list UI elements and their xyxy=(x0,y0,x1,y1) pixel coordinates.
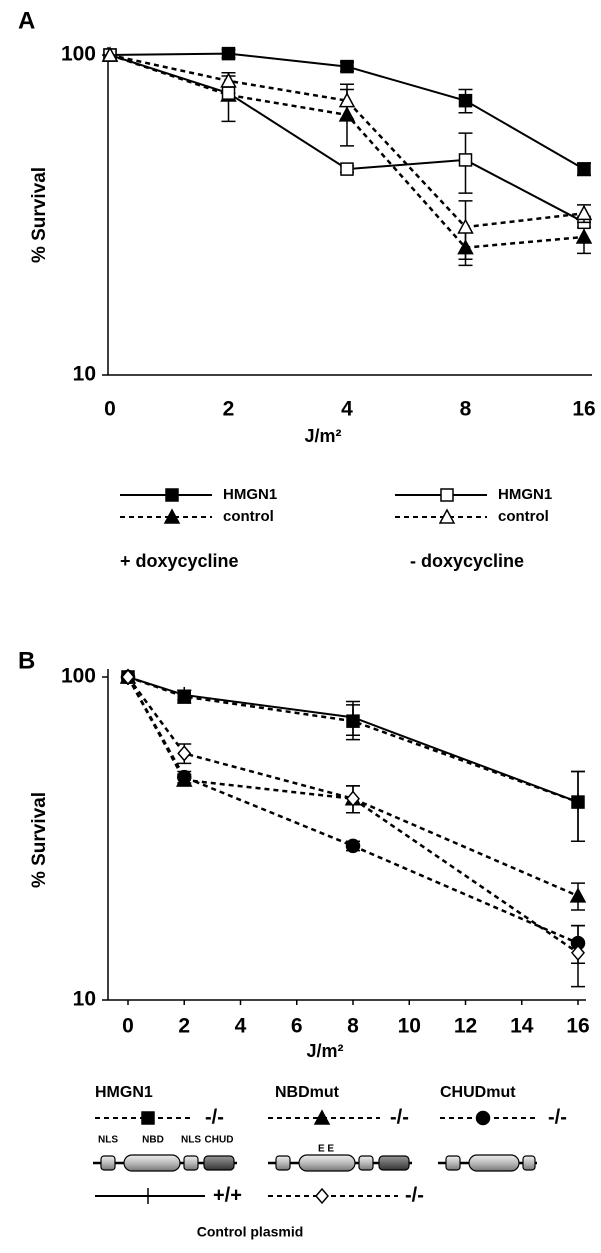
legend-group: + doxycycline xyxy=(120,551,239,571)
legend-symbol xyxy=(163,508,181,524)
x-tick-label: 0 xyxy=(122,1015,134,1038)
y-axis-label: % Survival xyxy=(29,792,50,888)
legend-symbol xyxy=(440,488,454,502)
x-tick-label: 2 xyxy=(223,398,235,421)
x-tick-label: 14 xyxy=(510,1015,534,1038)
domain-label: NBD xyxy=(142,1135,164,1146)
panel-label: A xyxy=(18,7,35,34)
y-tick-label: 10 xyxy=(73,363,96,386)
marker xyxy=(571,944,585,961)
marker xyxy=(221,46,236,61)
marker xyxy=(221,86,236,100)
domain-diagrams xyxy=(93,1154,537,1172)
marker xyxy=(345,838,361,854)
legend-symbol xyxy=(165,488,179,502)
marker xyxy=(340,162,354,176)
legend-header: CHUDmut xyxy=(440,1084,516,1101)
marker xyxy=(458,153,473,167)
series-line xyxy=(109,53,585,229)
y-tick-label: 100 xyxy=(61,665,96,688)
marker xyxy=(575,228,593,244)
series-line xyxy=(127,676,579,804)
legend-label: HMGN1 xyxy=(223,486,277,503)
x-tick-label: 6 xyxy=(291,1015,303,1038)
legend-label: control xyxy=(223,508,274,525)
marker xyxy=(340,59,354,74)
y-tick-label: 100 xyxy=(61,43,96,66)
y-tick-label: 10 xyxy=(73,988,96,1011)
marker xyxy=(569,887,587,903)
marker xyxy=(577,162,591,176)
marker xyxy=(220,72,237,88)
domain-label: CHUD xyxy=(205,1135,234,1146)
marker xyxy=(338,92,356,108)
legend-label: HMGN1 xyxy=(498,486,552,503)
legend-symbol xyxy=(475,1110,491,1126)
series-line xyxy=(126,676,579,945)
y-axis-label: % Survival xyxy=(29,167,50,263)
legend-header: NBDmut xyxy=(275,1084,340,1101)
marker xyxy=(121,668,135,686)
x-tick-label: 16 xyxy=(572,398,595,421)
x-tick-label: 0 xyxy=(104,398,116,421)
legend-genotype: -/- xyxy=(405,1184,424,1206)
legend-header: HMGN1 xyxy=(95,1084,153,1101)
marker xyxy=(101,46,119,62)
mutation-label: E E xyxy=(318,1144,334,1155)
legend-label: control xyxy=(498,508,549,525)
legend-genotype: -/- xyxy=(205,1106,224,1128)
legend-genotype: -/- xyxy=(390,1106,409,1128)
x-tick-label: 16 xyxy=(566,1015,589,1038)
x-tick-label: 4 xyxy=(235,1015,247,1038)
x-axis-label: J/m² xyxy=(306,1041,343,1061)
domain-label: NLS xyxy=(181,1135,201,1146)
legend-genotype: -/- xyxy=(548,1106,567,1128)
x-tick-label: 8 xyxy=(347,1015,359,1038)
legend-symbol xyxy=(313,1109,331,1125)
legend-caption: Control plasmid xyxy=(197,1224,304,1240)
x-tick-label: 4 xyxy=(341,398,353,421)
marker xyxy=(575,204,593,221)
legend-symbol xyxy=(315,1187,329,1205)
x-tick-label: 8 xyxy=(460,398,472,421)
marker xyxy=(177,745,192,762)
x-tick-label: 10 xyxy=(398,1015,421,1038)
panel-label: B xyxy=(18,647,35,674)
marker xyxy=(457,218,474,234)
x-axis-label: J/m² xyxy=(304,426,341,446)
marker xyxy=(346,790,360,807)
legend-symbol xyxy=(141,1111,155,1125)
marker xyxy=(177,769,192,785)
legend-genotype: +/+ xyxy=(213,1184,242,1206)
domain-label: NLS xyxy=(98,1135,118,1146)
marker xyxy=(458,93,473,108)
x-tick-label: 12 xyxy=(454,1015,477,1038)
legend-symbol xyxy=(438,508,456,524)
series-line xyxy=(126,676,579,954)
legend-group: - doxycycline xyxy=(410,551,524,571)
x-tick-label: 2 xyxy=(178,1015,190,1038)
